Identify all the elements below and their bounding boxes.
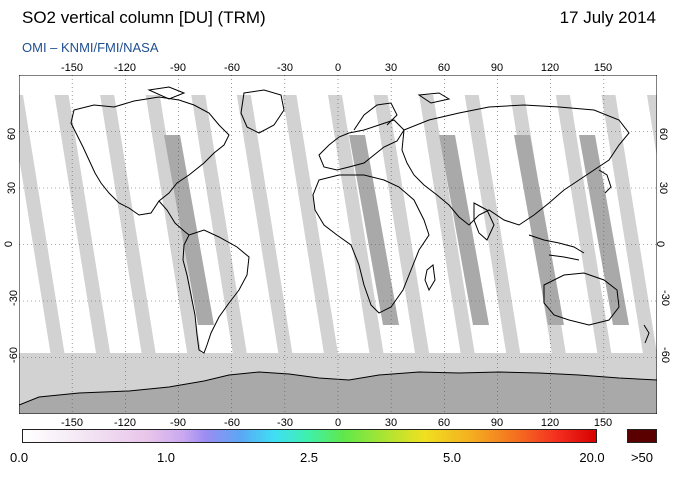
dark-swath — [349, 135, 399, 325]
lon-tick-top: 0 — [334, 62, 342, 74]
coastlines — [70, 86, 650, 354]
colorbar-label: 1.0 — [156, 450, 176, 465]
orbit-gap-swath — [464, 95, 524, 375]
lon-tick-bottom: -30 — [277, 417, 293, 429]
orbit-gap-swath — [236, 95, 296, 375]
lon-tick-bottom: 0 — [334, 417, 342, 429]
night-swaths — [164, 135, 629, 325]
lon-tick-bottom: 120 — [540, 417, 560, 429]
lat-tick-left: 0 — [3, 240, 16, 248]
lon-tick-bottom: -150 — [60, 417, 84, 429]
so2-map — [19, 75, 657, 414]
lon-tick-bottom: 30 — [384, 417, 398, 429]
lon-tick-bottom: 60 — [437, 417, 451, 429]
orbit-gap-swath — [647, 95, 657, 158]
orbit-gaps — [19, 95, 657, 375]
lat-tick-left: 30 — [6, 181, 19, 195]
colorbar-label: 5.0 — [442, 450, 462, 465]
orbit-gap-swath — [100, 95, 160, 375]
orbit-gap-swath — [555, 95, 615, 375]
lon-tick-bottom: 90 — [490, 417, 504, 429]
dark-swath — [439, 135, 489, 325]
orbit-gap-swath — [419, 95, 479, 375]
lat-tick-right: -60 — [658, 347, 671, 363]
colorbar-over-swatch — [627, 429, 657, 443]
colorbar — [22, 429, 597, 443]
lat-tick-right: 30 — [657, 181, 670, 195]
lon-tick-bottom: 150 — [593, 417, 613, 429]
colorbar-label: 20.0 — [579, 450, 605, 465]
colorbar-label: 2.5 — [299, 450, 319, 465]
lon-tick-top: 150 — [593, 62, 613, 74]
lon-tick-top: 120 — [540, 62, 560, 74]
lat-tick-right: 60 — [657, 127, 670, 141]
orbit-gap-swath — [282, 95, 342, 375]
colorbar-label: 0.0 — [10, 450, 29, 465]
lon-tick-top: -30 — [277, 62, 293, 74]
lon-tick-top: -60 — [224, 62, 240, 74]
graticule — [19, 75, 657, 414]
lon-tick-top: 60 — [437, 62, 451, 74]
orbit-gap-swath — [601, 95, 657, 375]
map-canvas — [19, 75, 657, 414]
lon-tick-top: -90 — [170, 62, 186, 74]
orbit-gap-swath — [54, 95, 114, 375]
lon-tick-top: 90 — [490, 62, 504, 74]
lon-tick-top: 30 — [384, 62, 398, 74]
lon-tick-top: -150 — [60, 62, 84, 74]
orbit-gap-swath — [373, 95, 433, 375]
orbit-gap-swath — [191, 95, 251, 375]
orbit-gap-swath — [19, 95, 68, 375]
date-label: 17 July 2014 — [559, 8, 656, 27]
chart-title: SO2 vertical column [DU] (TRM) — [22, 8, 266, 27]
lon-tick-bottom: -60 — [224, 417, 240, 429]
dark-swath — [164, 135, 214, 325]
source-label: OMI – KNMI/FMI/NASA — [22, 40, 159, 55]
orbit-gap-swath — [145, 95, 205, 375]
lon-tick-top: -120 — [113, 62, 137, 74]
lon-tick-bottom: -120 — [113, 417, 137, 429]
dark-swath — [579, 135, 629, 325]
lon-tick-bottom: -90 — [170, 417, 186, 429]
lat-tick-left: 60 — [6, 127, 19, 141]
colorbar-label: >50 — [630, 450, 654, 465]
dark-swath — [514, 135, 564, 325]
lat-tick-right: -30 — [658, 290, 671, 306]
orbit-gap-swath — [328, 95, 387, 375]
